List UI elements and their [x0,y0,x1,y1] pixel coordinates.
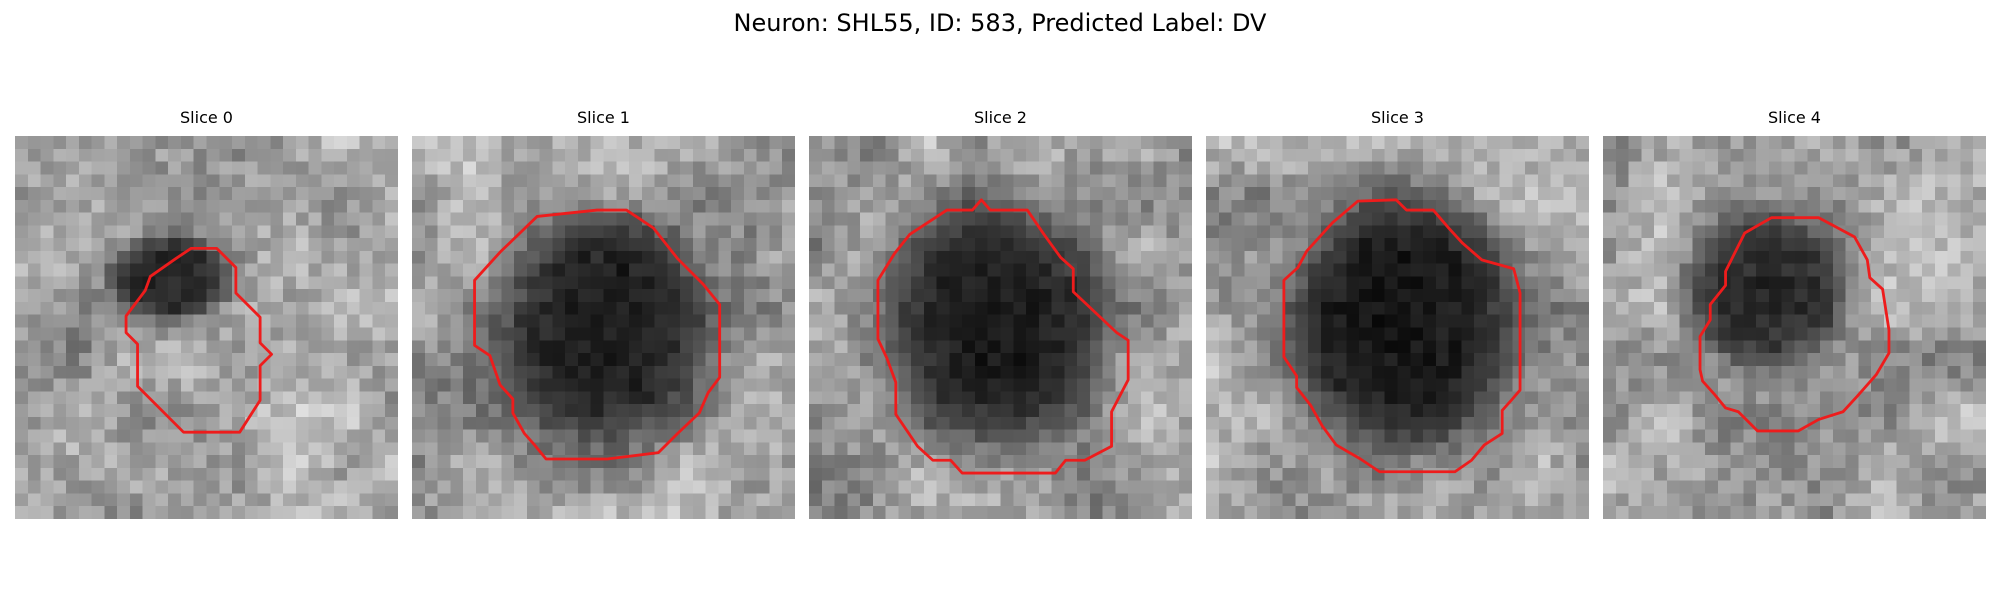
slice-title: Slice 4 [1768,108,1821,127]
slice-title: Slice 3 [1371,108,1424,127]
slice-image [1206,136,1589,519]
slice-title: Slice 2 [974,108,1027,127]
slice-panel: Slice 3 [1206,108,1589,519]
cell-contour [1282,198,1522,474]
cell-contour [1698,216,1891,433]
slice-panel: Slice 0 [15,108,398,519]
slice-panel: Slice 2 [809,108,1192,519]
cell-contour [876,198,1130,475]
slice-image [809,136,1192,519]
slice-image [1603,136,1986,519]
slice-image [15,136,398,519]
slice-title: Slice 1 [577,108,630,127]
slice-panel: Slice 1 [412,108,795,519]
figure-title: Neuron: SHL55, ID: 583, Predicted Label:… [733,9,1267,37]
slice-panel: Slice 4 [1603,108,1986,519]
cell-contour [473,208,722,461]
slice-title: Slice 0 [180,108,233,127]
slice-image [412,136,795,519]
cell-contour [124,246,274,434]
